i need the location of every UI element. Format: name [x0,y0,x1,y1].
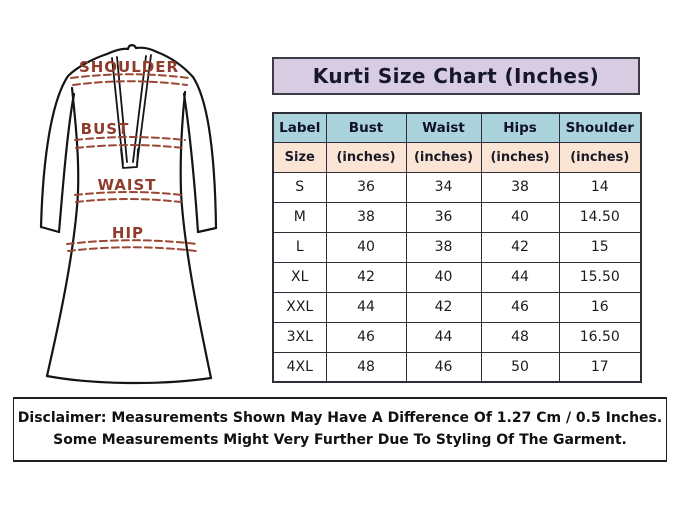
chart-title: Kurti Size Chart (Inches) [272,57,640,95]
col-header-label: Label [272,112,327,143]
table-row-xxl: XXL 44 42 46 16 [272,291,642,323]
subheader-inches-hips: (inches) [480,141,560,173]
col-header-shoulder: Shoulder [558,112,642,143]
subheader-inches-bust: (inches) [325,141,407,173]
bust-measure-line-2 [75,144,185,149]
cell-hips: 40 [480,201,560,233]
cell-waist: 38 [405,231,482,263]
measurement-lines [66,73,198,252]
col-header-hips: Hips [480,112,560,143]
waist-label: WAIST [97,176,156,194]
cell-bust: 44 [325,291,407,323]
cell-shoulder: 16.50 [558,321,642,353]
table-row-l: L 40 38 42 15 [272,231,642,263]
kurti-placket-left-outer [111,57,124,165]
kurti-right-sleeve-end [196,226,218,234]
kurti-left-sleeve-end [39,225,61,234]
shoulder-measure-line-2 [72,80,188,86]
cell-shoulder: 14 [558,171,642,203]
cell-bust: 42 [325,261,407,293]
kurti-neckline [105,44,159,56]
cell-hips: 46 [480,291,560,323]
cell-bust: 48 [325,351,407,383]
cell-size: XL [272,261,327,293]
cell-hips: 48 [480,321,560,353]
bust-label: BUST [81,120,130,138]
cell-size: 4XL [272,351,327,383]
cell-bust: 38 [325,201,407,233]
kurti-placket-box [120,148,139,169]
table-row-xl: XL 42 40 44 15.50 [272,261,642,293]
hip-measure-line [66,239,198,245]
col-header-bust: Bust [325,112,407,143]
kurti-hem [45,374,213,385]
kurti-left-sleeve-inner [57,92,76,234]
cell-hips: 50 [480,351,560,383]
hip-label: HIP [112,224,144,242]
cell-bust: 46 [325,321,407,353]
cell-waist: 42 [405,291,482,323]
shoulder-measure-line [70,73,190,79]
cell-size: L [272,231,327,263]
cell-hips: 44 [480,261,560,293]
cell-waist: 44 [405,321,482,353]
cell-hips: 38 [480,171,560,203]
hip-measure-line-2 [67,246,197,252]
subheader-inches-shoulder: (inches) [558,141,642,173]
cell-waist: 34 [405,171,482,203]
size-chart-table: Label Bust Waist Hips Shoulder Size (inc… [272,112,642,383]
kurti-right-sleeve-inner [182,92,200,234]
subheader-inches-waist: (inches) [405,141,482,173]
disclaimer-box: Disclaimer: Measurements Shown May Have … [13,397,667,462]
kurti-diagram: SHOULDER BUST WAIST HIP [39,44,218,385]
cell-bust: 40 [325,231,407,263]
table-row-m: M 38 36 40 14.50 [272,201,642,233]
col-header-waist: Waist [405,112,482,143]
kurti-outline [39,44,218,385]
cell-hips: 42 [480,231,560,263]
cell-waist: 36 [405,201,482,233]
cell-size: S [272,171,327,203]
kurti-placket-right-outer [136,54,152,165]
header-row: Label Bust Waist Hips Shoulder [272,112,642,143]
table-row-3xl: 3XL 46 44 48 16.50 [272,321,642,353]
disclaimer-line-2: Some Measurements Might Very Further Due… [53,431,627,448]
cell-shoulder: 14.50 [558,201,642,233]
measurement-labels: SHOULDER BUST WAIST HIP [79,58,179,242]
table-row-s: S 36 34 38 14 [272,171,642,203]
kurti-left-body [45,86,80,378]
disclaimer-line-1: Disclaimer: Measurements Shown May Have … [17,409,663,426]
kurti-right-shoulder-sleeve [155,50,218,230]
kurti-left-shoulder-sleeve [39,52,109,229]
subheader-row: Size (inches) (inches) (inches) (inches) [272,141,642,173]
cell-size: XXL [272,291,327,323]
waist-measure-line-2 [75,198,182,203]
cell-waist: 40 [405,261,482,293]
cell-size: 3XL [272,321,327,353]
subheader-size: Size [272,141,327,173]
cell-bust: 36 [325,171,407,203]
chart-title-text: Kurti Size Chart (Inches) [312,64,600,88]
shoulder-label: SHOULDER [79,58,179,76]
cell-shoulder: 17 [558,351,642,383]
cell-shoulder: 16 [558,291,642,323]
bust-measure-line [74,136,186,141]
cell-shoulder: 15 [558,231,642,263]
kurti-right-body [179,90,213,380]
cell-size: M [272,201,327,233]
table-row-4xl: 4XL 48 46 50 17 [272,351,642,383]
cell-shoulder: 15.50 [558,261,642,293]
waist-measure-line [74,191,183,196]
cell-waist: 46 [405,351,482,383]
